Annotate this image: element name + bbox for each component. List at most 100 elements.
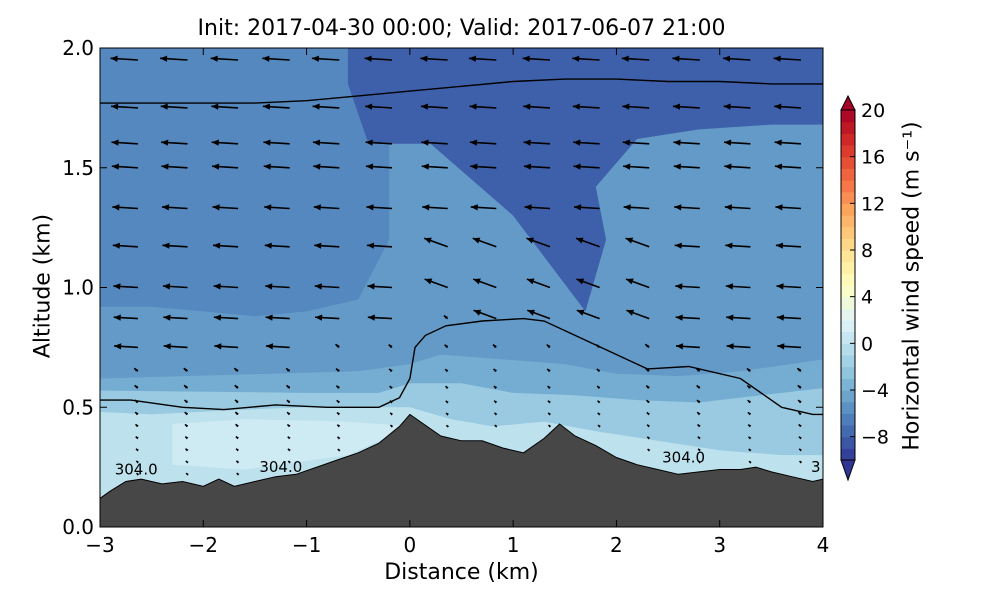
wind-vector-head <box>573 139 581 146</box>
wind-vector-head <box>494 412 498 416</box>
wind-vector-head <box>264 242 272 249</box>
wind-vector-head <box>213 242 221 249</box>
wind-vector-head <box>313 204 321 211</box>
colorbar-segment <box>841 191 855 204</box>
wind-speed-region <box>347 48 823 312</box>
wind-vector-head <box>725 283 733 290</box>
wind-vector-head <box>527 309 535 316</box>
wind-vector-head <box>185 461 189 464</box>
wind-vector-head <box>470 163 478 170</box>
contour-label: 304.0 <box>259 458 302 476</box>
wind-vector-head <box>473 278 481 285</box>
colorbar-tick-label: 4 <box>861 287 873 309</box>
wind-vector-head <box>749 461 752 464</box>
wind-vector-head <box>213 314 222 321</box>
wind-vector-head <box>212 204 220 211</box>
wind-vector-head <box>622 139 630 146</box>
wind-vector-head <box>235 424 239 428</box>
colorbar-segment <box>841 215 855 228</box>
wind-vector-head <box>388 344 393 348</box>
wind-vector-head <box>287 436 291 440</box>
wind-vector-head <box>312 103 320 110</box>
wind-vector-head <box>287 412 291 416</box>
wind-vector-head <box>473 309 482 316</box>
colorbar-tick-label: −8 <box>861 427 889 449</box>
wind-vector-head <box>364 55 372 62</box>
wind-vector-head <box>313 163 321 170</box>
wind-vector-head <box>776 283 784 290</box>
wind-speed-region <box>172 419 410 470</box>
x-tick-label: 1 <box>507 533 520 557</box>
colorbar-segment <box>841 378 855 391</box>
wind-vector-head <box>389 386 393 389</box>
colorbar: 20 16 12 8 4 0 −4 −8 <box>840 94 889 482</box>
wind-vector-head <box>136 448 139 452</box>
colorbar-segment <box>841 250 855 263</box>
wind-vector-head <box>262 55 270 62</box>
wind-vector-head <box>114 343 122 350</box>
wind-vector-head <box>748 436 752 440</box>
wind-vector-head <box>366 242 375 249</box>
wind-vector-head <box>424 237 432 244</box>
wind-vector-head <box>697 412 701 416</box>
wind-vector-head <box>572 103 580 110</box>
colorbar-segment <box>841 343 855 356</box>
wind-vector-head <box>262 103 271 110</box>
wind-vector-head <box>621 55 629 62</box>
wind-vector-head <box>673 103 681 110</box>
wind-vector-head <box>798 400 802 404</box>
wind-vector-head <box>469 139 478 146</box>
wind-vector-head <box>365 139 373 146</box>
wind-vector-head <box>445 386 449 390</box>
wind-vector-head <box>445 369 449 373</box>
wind-vector-head <box>135 412 139 416</box>
colorbar-tick-label: −4 <box>861 380 889 402</box>
colorbar-segment <box>841 401 855 414</box>
colorbar-segment <box>841 390 855 403</box>
wind-vector-head <box>626 309 635 316</box>
wind-vector-head <box>747 368 751 372</box>
wind-vector-head <box>422 204 430 211</box>
x-tick-label: 4 <box>817 533 830 557</box>
wind-vector-head <box>724 139 732 146</box>
wind-vector-head <box>135 424 139 428</box>
wind-vector-head <box>235 412 239 416</box>
colorbar-tick-label: 20 <box>861 100 885 122</box>
wind-vector-head <box>646 412 650 416</box>
wind-vector-head <box>163 343 171 350</box>
wind-vector-head <box>366 204 374 211</box>
y-tick-label: 1.5 <box>62 156 94 180</box>
wind-vector-head <box>286 368 290 372</box>
wind-vector-head <box>623 163 631 170</box>
wind-vector-head <box>522 55 530 62</box>
wind-vector-head <box>263 139 271 146</box>
wind-vector-head <box>214 343 222 350</box>
wind-vector-head <box>162 283 171 290</box>
x-tick-label: 3 <box>713 533 726 557</box>
wind-vector-head <box>468 55 477 62</box>
wind-vector-head <box>234 368 238 372</box>
wind-vector-head <box>646 385 650 389</box>
colorbar-segment <box>841 366 855 379</box>
wind-vector-head <box>163 314 171 321</box>
wind-vector-head <box>134 368 138 372</box>
wind-vector-head <box>210 55 218 62</box>
wind-vector-head <box>236 473 240 476</box>
wind-vector-head <box>212 163 220 170</box>
wind-vector-head <box>111 139 119 146</box>
y-tick-label: 1.0 <box>62 276 94 300</box>
colorbar-segment <box>841 331 855 344</box>
wind-vector-head <box>186 473 189 476</box>
colorbar-extend-top <box>840 94 856 111</box>
wind-vector-head <box>572 55 580 62</box>
wind-vector-head <box>672 55 680 62</box>
wind-vector-head <box>134 385 139 389</box>
wind-vector-head <box>112 242 120 249</box>
colorbar-segment <box>841 203 855 216</box>
wind-vector-head <box>185 436 189 440</box>
colorbar-segment <box>841 261 855 274</box>
y-axis: 0.0 0.5 1.0 1.5 2.0 <box>62 36 823 539</box>
wind-vector-head <box>161 139 169 146</box>
wind-vector-head <box>470 204 478 211</box>
wind-vector-head <box>211 139 219 146</box>
